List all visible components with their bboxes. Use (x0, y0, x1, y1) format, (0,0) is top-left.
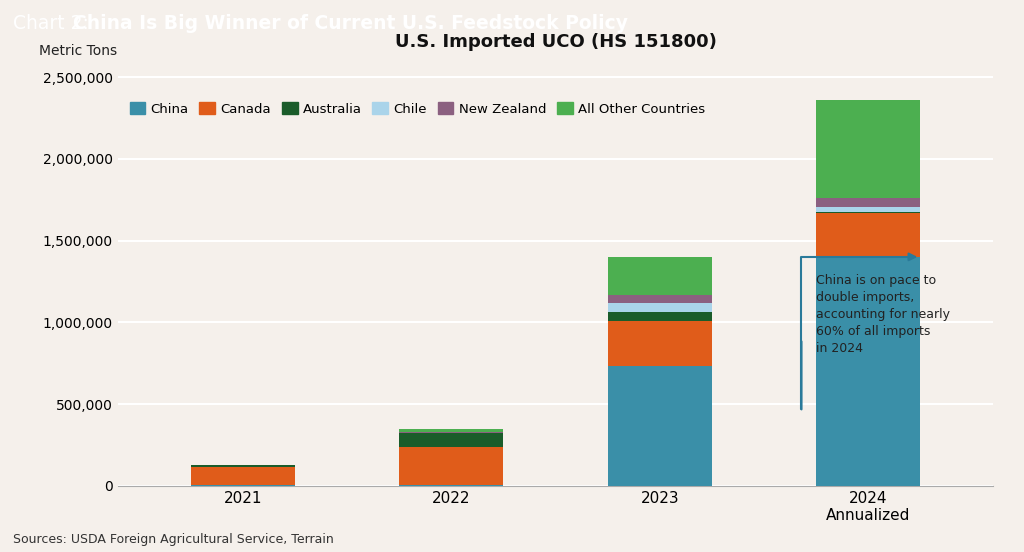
Text: Chart 2:: Chart 2: (13, 14, 95, 33)
Bar (607, 312, 712, 321)
Bar (399, 428, 504, 432)
Bar (399, 433, 504, 447)
Text: China is on pace to
double imports,
accounting for nearly
60% of all imports
in : China is on pace to double imports, acco… (816, 274, 950, 354)
Bar (816, 212, 921, 213)
Bar (607, 367, 712, 486)
Bar (816, 100, 921, 198)
Legend: China, Canada, Australia, Chile, New Zealand, All Other Countries: China, Canada, Australia, Chile, New Zea… (124, 97, 711, 121)
Bar (607, 257, 712, 295)
Bar (607, 295, 712, 302)
Text: Metric Tons: Metric Tons (39, 44, 117, 58)
Bar (399, 432, 504, 433)
Bar (399, 485, 504, 486)
Bar (816, 207, 921, 212)
Bar (816, 198, 921, 207)
Title: U.S. Imported UCO (HS 151800): U.S. Imported UCO (HS 151800) (394, 33, 717, 51)
Text: China Is Big Winner of Current U.S. Feedstock Policy: China Is Big Winner of Current U.S. Feed… (73, 14, 628, 33)
Bar (816, 213, 921, 257)
Bar (399, 447, 504, 485)
Bar (816, 257, 921, 486)
Bar (607, 321, 712, 367)
Bar (607, 302, 712, 312)
Bar (190, 485, 295, 486)
Text: Sources: USDA Foreign Agricultural Service, Terrain: Sources: USDA Foreign Agricultural Servi… (13, 533, 334, 546)
Bar (190, 467, 295, 485)
Bar (190, 465, 295, 467)
